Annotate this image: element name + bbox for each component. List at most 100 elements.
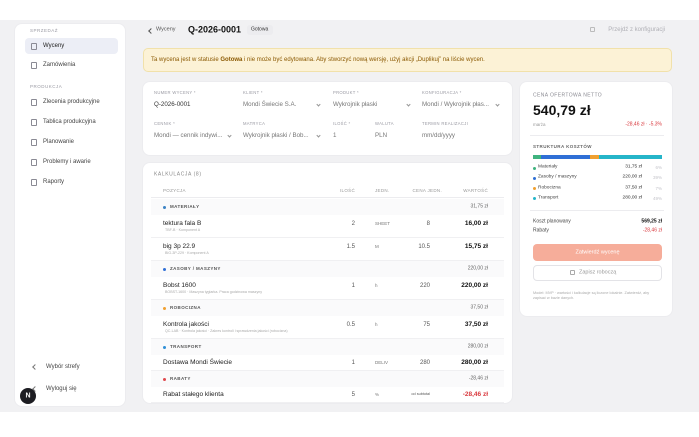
nav-item[interactable]: Tablica produkcyjna [43, 119, 96, 125]
planned-label: Koszt planowany [533, 218, 571, 225]
item-qty: 1 [351, 360, 355, 366]
column-header: WARTOŚĆ [463, 187, 488, 193]
header-divider [151, 197, 504, 198]
row-divider [151, 260, 504, 261]
item-detail: BIG-3P-229 · Komponent A [165, 251, 209, 256]
column-header: ILOŚĆ [339, 187, 355, 193]
group-dot [163, 345, 166, 349]
page-title: Q-2026-0001 [188, 24, 242, 35]
item-price: od subtotal [411, 392, 430, 397]
avatar-initial: N [25, 392, 31, 400]
summary-note: Model: MVP · wartości i kalkulacje są li… [533, 290, 650, 300]
row-divider [151, 402, 504, 403]
legend-share: 49% [652, 195, 662, 201]
legend-name: Transport [538, 195, 559, 201]
group-label: RABATY [170, 375, 191, 381]
group-label: MATERIAŁY [170, 203, 200, 209]
item-price: 8 [426, 221, 430, 227]
form-card [143, 82, 512, 155]
group-row [151, 199, 504, 215]
field-value: Mondi — cennik indywi... [154, 131, 223, 139]
item-qty: 2 [351, 221, 355, 227]
nav-footer-item[interactable]: Wybór strefy [46, 364, 80, 370]
item-unit: % [375, 391, 380, 397]
item-detail: BOBST-1600 · Maszyna tyglarka. Praca god… [165, 290, 263, 295]
item-price: 75 [423, 322, 430, 328]
banner [143, 48, 672, 72]
column-header: JEDN. [375, 187, 390, 193]
group-dot [163, 205, 166, 209]
secondary-button-label: Zapisz roboczą [579, 269, 617, 276]
legend-share: 6% [655, 164, 662, 170]
cost-bar-segment [533, 155, 541, 159]
nav-section-label: SPRZEDAŻ [30, 27, 59, 33]
item-unit: SHEET [375, 220, 391, 226]
row-divider [151, 299, 504, 300]
item-unit: DELIV [375, 359, 389, 365]
nav-item[interactable]: Problemy i awarie [43, 159, 91, 165]
field-label: WALUTA [375, 120, 394, 126]
field-value: 1 [333, 131, 337, 139]
item-value: 15,75 zł [464, 242, 488, 250]
nav-item[interactable]: Raporty [43, 179, 65, 185]
group-total: -28,46 zł [468, 375, 488, 382]
item-qty: 1 [351, 283, 355, 289]
group-total: 37,50 zł [470, 304, 488, 311]
avatar[interactable] [20, 388, 36, 404]
legend-name: Zasoby / maszyny [538, 174, 577, 180]
action-icon [590, 27, 595, 32]
nav-item[interactable]: Planowanie [43, 139, 75, 145]
banner-after: i nie może być edytowana. Aby stworzyć n… [242, 57, 485, 63]
primary-button-label: Zatwierdź wycenę [575, 248, 620, 255]
item-value: -28,46 zł [462, 390, 488, 398]
cost-bar-segment [590, 155, 600, 159]
field-label: TERMIN REALIZACJI [422, 120, 469, 126]
item-name: tektura fala B [163, 219, 202, 227]
item-detail: QC-LAB · Kontrola jakości · Zakres kontr… [165, 329, 288, 334]
item-name: Rabat stałego klienta [163, 390, 224, 398]
item-price: 220 [419, 283, 430, 289]
field-value: Wykrojnik płaski / Bob... [243, 131, 309, 139]
offer-price: 540,79 zł [533, 102, 591, 118]
field-label: PRODUKT * [333, 89, 359, 95]
nav-icon [31, 118, 37, 126]
group-label: ROBOCIZNA [170, 304, 201, 310]
group-row [151, 300, 504, 316]
legend-name: Materiały [538, 164, 558, 170]
item-qty: 1.5 [346, 244, 355, 250]
field-label: ILOŚĆ * [333, 120, 351, 126]
nav-item[interactable]: Zlecenia produkcyjne [43, 99, 100, 105]
group-dot [163, 377, 166, 381]
back-link[interactable]: Wyceny [156, 26, 176, 33]
legend-dot [533, 187, 536, 191]
cost-bar-segment [540, 155, 591, 159]
nav-item[interactable]: Zamówienia [43, 62, 76, 68]
legend-amount: 37,50 zł [625, 185, 642, 191]
legend-dot [533, 176, 536, 180]
field-label: MATRYCA [243, 120, 266, 126]
field-value: Mondi Świecie S.A. [243, 100, 297, 108]
nav-item[interactable]: Wyceny [43, 43, 65, 49]
nav-item-active[interactable] [25, 38, 118, 54]
header-action[interactable]: Przejdź z konfiguracji [608, 27, 665, 33]
banner-before: Ta wycena jest w statusie [151, 57, 221, 63]
field-value: Mondi / Wykrojnik płas... [422, 100, 489, 108]
sidebar [15, 24, 125, 406]
field-label: KLIENT * [243, 89, 263, 95]
status-text: Gotowa [251, 26, 269, 33]
status-badge [247, 25, 273, 35]
secondary-button[interactable] [533, 265, 662, 281]
legend-name: Robocizna [538, 185, 561, 191]
group-total: 31,75 zł [470, 203, 488, 210]
legend-amount: 220,00 zł [622, 174, 642, 180]
nav-icon [31, 61, 37, 69]
nav-icon [31, 178, 37, 186]
primary-button[interactable] [533, 244, 662, 261]
item-value: 37,50 zł [464, 320, 488, 328]
discount-value: -28,46 zł [642, 227, 662, 234]
nav-footer-item[interactable]: Wyloguj się [46, 386, 77, 392]
section-title: KALKULACJA (8) [154, 171, 202, 178]
legend-amount: 31,75 zł [625, 164, 642, 170]
field-label: NUMER WYCENY * [154, 89, 196, 95]
nav-icon [31, 138, 37, 146]
